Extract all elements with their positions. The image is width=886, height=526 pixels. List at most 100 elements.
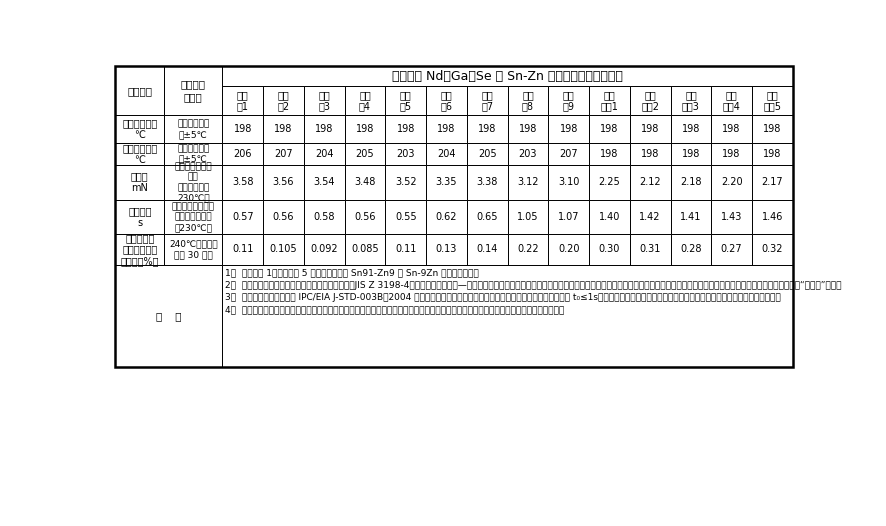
Bar — [115, 165, 164, 200]
Text: 针料抗氧化
能力（单位质
量增重，%）: 针料抗氧化 能力（单位质 量增重，%） — [120, 233, 159, 266]
Bar — [508, 200, 548, 234]
Text: 3.38: 3.38 — [477, 177, 498, 187]
Text: 198: 198 — [234, 124, 252, 134]
Bar — [508, 234, 548, 265]
Bar — [115, 66, 793, 367]
Text: 198: 198 — [478, 124, 496, 134]
Text: 0.14: 0.14 — [477, 245, 498, 255]
Bar — [508, 165, 548, 200]
Bar — [304, 143, 345, 165]
Bar — [115, 200, 164, 234]
Bar — [426, 165, 467, 200]
Text: 对比
试样4: 对比 试样4 — [723, 90, 741, 112]
Bar — [671, 165, 711, 200]
Bar — [222, 200, 263, 234]
Text: 0.11: 0.11 — [232, 245, 253, 255]
Bar — [711, 200, 752, 234]
Text: 0.105: 0.105 — [269, 245, 298, 255]
Text: 198: 198 — [722, 124, 741, 134]
Bar — [164, 143, 222, 165]
Text: 207: 207 — [274, 149, 292, 159]
Text: 0.31: 0.31 — [640, 245, 661, 255]
Text: 0.22: 0.22 — [517, 245, 539, 255]
Bar — [304, 234, 345, 265]
Text: 2.12: 2.12 — [640, 177, 661, 187]
Text: 对比
试样3: 对比 试样3 — [682, 90, 700, 112]
Bar — [467, 86, 508, 116]
Bar — [304, 200, 345, 234]
Text: 0.55: 0.55 — [395, 212, 416, 222]
Bar — [263, 200, 304, 234]
Bar — [222, 165, 263, 200]
Text: 3.12: 3.12 — [517, 177, 539, 187]
Bar — [711, 143, 752, 165]
Text: 198: 198 — [681, 124, 700, 134]
Text: 备    注: 备 注 — [156, 311, 182, 321]
Text: 实施
例6: 实施 例6 — [440, 90, 453, 112]
Bar — [508, 86, 548, 116]
Bar — [164, 200, 222, 234]
Text: 205: 205 — [355, 149, 374, 159]
Bar — [164, 66, 222, 116]
Text: 3.52: 3.52 — [395, 177, 416, 187]
Text: 对比
试样2: 对比 试样2 — [641, 90, 659, 112]
Bar — [345, 234, 385, 265]
Text: 在紫铜板上的润湿
时间（试验温度
为230℃）: 在紫铜板上的润湿 时间（试验温度 为230℃） — [172, 202, 214, 232]
Bar — [711, 234, 752, 265]
Text: 3.48: 3.48 — [354, 177, 376, 187]
Bar — [164, 234, 222, 265]
Text: 0.20: 0.20 — [558, 245, 579, 255]
Text: 设备试验误差
为±5℃: 设备试验误差 为±5℃ — [177, 144, 209, 164]
Bar — [548, 143, 589, 165]
Text: 204: 204 — [315, 149, 333, 159]
Text: 0.30: 0.30 — [599, 245, 620, 255]
Bar — [630, 86, 671, 116]
Text: 0.32: 0.32 — [762, 245, 783, 255]
Text: 设备试验误差
为±5℃: 设备试验误差 为±5℃ — [177, 119, 209, 139]
Text: 固相线温度，
℃: 固相线温度， ℃ — [122, 118, 158, 140]
Text: 198: 198 — [275, 124, 292, 134]
Bar — [263, 143, 304, 165]
Bar — [222, 116, 263, 143]
Bar — [304, 86, 345, 116]
Text: 203: 203 — [518, 149, 537, 159]
Bar — [345, 165, 385, 200]
Bar — [164, 165, 222, 200]
Bar — [164, 116, 222, 143]
Bar — [752, 86, 793, 116]
Bar — [711, 116, 752, 143]
Text: 198: 198 — [681, 149, 700, 159]
Text: 198: 198 — [600, 149, 618, 159]
Text: 新发明含 Nd、Ga、Se 的 Sn-Zn 无铅钎料性能测试结果: 新发明含 Nd、Ga、Se 的 Sn-Zn 无铅钎料性能测试结果 — [392, 70, 623, 83]
Text: 润湿力
mN: 润湿力 mN — [131, 171, 149, 193]
Bar — [752, 116, 793, 143]
Text: 1.41: 1.41 — [680, 212, 702, 222]
Text: 对比
试样1: 对比 试样1 — [601, 90, 618, 112]
Text: 3.35: 3.35 — [436, 177, 457, 187]
Text: 206: 206 — [234, 149, 252, 159]
Text: 实施
例2: 实施 例2 — [277, 90, 290, 112]
Bar — [630, 143, 671, 165]
Text: 实施
例3: 实施 例3 — [318, 90, 330, 112]
Bar — [671, 200, 711, 234]
Text: 1）  对比试样 1～对比试样 5 均为质量百分数 Sn91-Zn9 的 Sn-9Zn 二元合金针料。
2）  根据国际公认的软针料试验方法日本工业标准《JIS: 1） 对比试样 1～对比试样 5 均为质量百分数 Sn91-Zn9 的 Sn-9… — [225, 269, 841, 314]
Bar — [222, 234, 263, 265]
Bar — [671, 234, 711, 265]
Text: 0.092: 0.092 — [310, 245, 338, 255]
Bar — [548, 116, 589, 143]
Text: 2.17: 2.17 — [762, 177, 783, 187]
Bar — [467, 165, 508, 200]
Bar — [385, 234, 426, 265]
Text: 240℃恒温条下
氧化 30 分钟: 240℃恒温条下 氧化 30 分钟 — [169, 240, 218, 259]
Text: 在紫铜板上的润
湿力
（试验温度为
230℃）: 在紫铜板上的润 湿力 （试验温度为 230℃） — [175, 163, 212, 203]
Text: 0.65: 0.65 — [477, 212, 498, 222]
Bar — [711, 86, 752, 116]
Bar — [304, 165, 345, 200]
Bar — [385, 116, 426, 143]
Text: 3.54: 3.54 — [314, 177, 335, 187]
Text: 0.13: 0.13 — [436, 245, 457, 255]
Bar — [263, 165, 304, 200]
Bar — [671, 116, 711, 143]
Bar — [589, 143, 630, 165]
Bar — [630, 200, 671, 234]
